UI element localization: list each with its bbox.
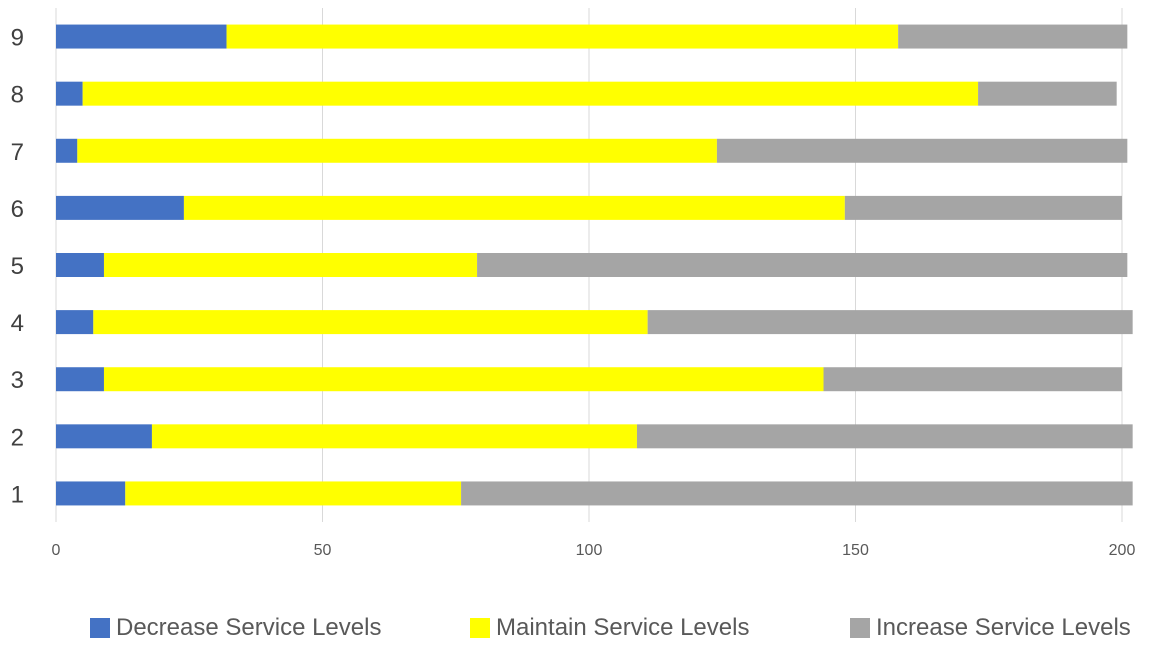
legend-label-maintain: Maintain Service Levels bbox=[496, 614, 750, 641]
bar-increase-3 bbox=[823, 367, 1122, 392]
x-tick-label: 50 bbox=[314, 542, 332, 559]
y-tick-label: 6 bbox=[11, 196, 24, 223]
legend-swatch-decrease bbox=[90, 618, 110, 638]
bar-increase-9 bbox=[898, 24, 1128, 49]
bar-increase-8 bbox=[978, 81, 1117, 106]
y-tick-label: 2 bbox=[11, 424, 24, 451]
y-tick-label: 1 bbox=[11, 481, 24, 508]
bar-increase-7 bbox=[716, 138, 1128, 163]
bar-maintain-3 bbox=[103, 367, 824, 392]
bar-decrease-4 bbox=[56, 310, 94, 335]
bar-decrease-2 bbox=[56, 424, 152, 449]
legend-label-decrease: Decrease Service Levels bbox=[116, 614, 382, 641]
legend-label-increase: Increase Service Levels bbox=[876, 614, 1131, 641]
bar-increase-4 bbox=[647, 310, 1133, 335]
y-tick-label: 8 bbox=[11, 82, 24, 109]
y-axis-ticks: 1 2 3 4 5 6 7 8 9 bbox=[11, 25, 24, 509]
x-tick-label: 100 bbox=[576, 542, 603, 559]
bar-decrease-9 bbox=[56, 24, 227, 49]
bar-maintain-7 bbox=[77, 138, 717, 163]
legend-swatch-increase bbox=[850, 618, 870, 638]
x-tick-label: 0 bbox=[52, 542, 61, 559]
bar-maintain-5 bbox=[103, 253, 478, 277]
x-axis-ticks: 0 50 100 150 200 bbox=[52, 542, 1136, 559]
y-tick-label: 5 bbox=[11, 253, 24, 280]
bars bbox=[56, 24, 1133, 506]
bar-maintain-6 bbox=[183, 195, 845, 220]
legend-item-maintain: Maintain Service Levels bbox=[470, 616, 749, 640]
legend-item-decrease: Decrease Service Levels bbox=[90, 616, 381, 640]
x-tick-label: 150 bbox=[842, 542, 869, 559]
bar-decrease-1 bbox=[56, 481, 126, 506]
bar-increase-2 bbox=[636, 424, 1133, 449]
bar-maintain-9 bbox=[226, 24, 899, 49]
bar-increase-1 bbox=[461, 481, 1133, 506]
bar-increase-6 bbox=[844, 195, 1122, 220]
bar-decrease-6 bbox=[56, 195, 184, 220]
bar-maintain-2 bbox=[151, 424, 637, 449]
bar-decrease-5 bbox=[56, 253, 104, 277]
bar-maintain-4 bbox=[93, 310, 648, 335]
y-tick-label: 9 bbox=[11, 25, 24, 52]
bar-decrease-3 bbox=[56, 367, 104, 392]
y-tick-label: 7 bbox=[11, 139, 24, 166]
chart-plot-area: 0 50 100 150 200 1 2 3 4 5 6 7 8 9 bbox=[11, 8, 1136, 559]
y-tick-label: 3 bbox=[11, 367, 24, 394]
bar-decrease-7 bbox=[56, 138, 78, 163]
legend-swatch-maintain bbox=[470, 618, 490, 638]
bar-increase-5 bbox=[477, 253, 1128, 277]
bar-maintain-1 bbox=[125, 481, 462, 506]
bar-maintain-8 bbox=[82, 81, 979, 106]
x-tick-label: 200 bbox=[1109, 542, 1136, 559]
y-tick-label: 4 bbox=[11, 310, 24, 337]
bar-decrease-8 bbox=[56, 81, 83, 106]
legend-item-increase: Increase Service Levels bbox=[850, 616, 1131, 640]
